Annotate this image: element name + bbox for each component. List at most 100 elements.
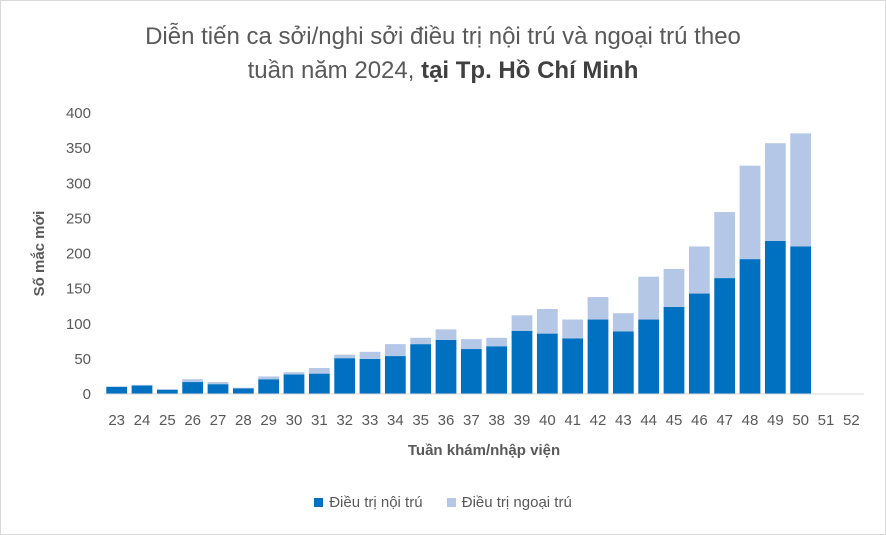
bar-inpatient: [207, 384, 229, 394]
y-tick-label: 150: [66, 281, 91, 298]
x-tick-label: 43: [615, 412, 632, 429]
legend-item-inpatient: Điều trị nội trú: [314, 494, 423, 511]
y-tick-label: 350: [66, 140, 91, 157]
x-tick-label: 49: [767, 412, 784, 429]
bar-outpatient: [536, 308, 558, 334]
x-tick-label: 42: [590, 412, 607, 429]
chart-title-line-2: tuần năm 2024, tại Tp. Hồ Chí Minh: [0, 54, 886, 88]
bar-inpatient: [536, 333, 558, 394]
legend-swatch-inpatient: [314, 497, 324, 507]
y-tick-label: 300: [66, 175, 91, 192]
x-tick-labels: 23 24 25 26 27 28 29 30 31 32 33 34 35 36 37 38 39 40 41 42…: [108, 412, 859, 429]
x-tick-label: 48: [742, 412, 759, 429]
bar-outpatient: [587, 297, 609, 320]
bar-outpatient: [156, 389, 178, 390]
y-tick-label: 0: [83, 386, 91, 403]
x-tick-label: 35: [412, 412, 429, 429]
bar-outpatient: [764, 143, 786, 241]
legend-swatch-outpatient: [446, 497, 456, 507]
bar-outpatient: [460, 339, 482, 350]
x-tick-label: 37: [463, 412, 480, 429]
bar-inpatient: [182, 382, 204, 394]
bar-outpatient: [207, 382, 229, 385]
bar-inpatient: [790, 246, 812, 394]
bar-inpatient: [156, 389, 178, 394]
bar-outpatient: [638, 276, 660, 320]
bar-outpatient: [486, 337, 508, 347]
bar-inpatient: [587, 319, 609, 394]
x-tick-label: 30: [286, 412, 303, 429]
bar-inpatient: [511, 330, 533, 394]
x-tick-label: 24: [134, 412, 151, 429]
bar-outpatient: [511, 315, 533, 331]
x-tick-label: 50: [792, 412, 809, 429]
bar-inpatient: [258, 379, 280, 394]
bar-outpatient: [359, 351, 381, 359]
bar-inpatient: [663, 306, 685, 394]
bar-outpatient: [258, 376, 280, 380]
bar-outpatient: [106, 386, 128, 387]
y-tick-label: 100: [66, 316, 91, 333]
bar-outpatient: [435, 329, 457, 340]
y-tick-labels: 0 50 100 150 200 250 300 350 400: [66, 105, 91, 403]
x-tick-label: 36: [438, 412, 455, 429]
x-tick-label: 38: [488, 412, 505, 429]
bar-outpatient: [283, 372, 305, 375]
bar-inpatient: [739, 259, 761, 394]
bar-inpatient: [106, 386, 128, 394]
legend-label-inpatient: Điều trị nội trú: [329, 494, 423, 511]
x-tick-label: 46: [691, 412, 708, 429]
bar-outpatient: [131, 384, 153, 386]
y-tick-label: 250: [66, 210, 91, 227]
chart-title-bold: tại Tp. Hồ Chí Minh: [421, 57, 639, 84]
y-tick-label: 50: [74, 351, 91, 368]
legend: Điều trị nội trú Điều trị ngoại trú: [0, 494, 886, 511]
bar-inpatient: [562, 338, 584, 394]
bars-group: [106, 133, 812, 394]
x-tick-label: 29: [260, 412, 277, 429]
bar-inpatient: [232, 388, 254, 394]
legend-item-outpatient: Điều trị ngoại trú: [446, 494, 572, 511]
y-axis-title: Số mắc mới: [30, 211, 48, 297]
bar-inpatient: [486, 346, 508, 394]
bar-outpatient: [232, 387, 254, 389]
bar-outpatient: [384, 344, 406, 357]
x-tick-label: 41: [564, 412, 581, 429]
x-tick-label: 52: [843, 412, 860, 429]
bar-outpatient: [334, 354, 356, 359]
bar-inpatient: [359, 358, 381, 394]
x-tick-label: 47: [716, 412, 733, 429]
bar-inpatient: [714, 278, 736, 394]
x-tick-label: 25: [159, 412, 176, 429]
bar-outpatient: [663, 268, 685, 307]
legend-label-outpatient: Điều trị ngoại trú: [461, 494, 572, 511]
bar-inpatient: [638, 319, 660, 394]
bar-inpatient: [308, 373, 330, 394]
x-tick-label: 34: [387, 412, 404, 429]
bar-outpatient: [612, 313, 634, 332]
chart-title-line-1: Diễn tiến ca sởi/nghi sởi điều trị nội t…: [145, 23, 741, 50]
x-tick-label: 26: [184, 412, 201, 429]
bar-inpatient: [131, 385, 153, 394]
bar-outpatient: [790, 133, 812, 247]
bar-inpatient: [384, 356, 406, 394]
bar-inpatient: [612, 331, 634, 394]
bar-inpatient: [410, 344, 432, 394]
bar-inpatient: [435, 339, 457, 394]
bar-inpatient: [688, 293, 710, 394]
chart-title-plain: tuần năm 2024,: [247, 57, 422, 84]
bar-outpatient: [410, 337, 432, 345]
bar-outpatient: [308, 368, 330, 374]
bar-inpatient: [334, 358, 356, 394]
y-tick-label: 400: [66, 105, 91, 122]
x-tick-label: 45: [666, 412, 683, 429]
x-tick-label: 31: [311, 412, 328, 429]
x-tick-label: 27: [210, 412, 227, 429]
bar-outpatient: [739, 165, 761, 260]
x-tick-label: 39: [514, 412, 531, 429]
bar-inpatient: [764, 240, 786, 394]
bar-outpatient: [714, 212, 736, 279]
x-tick-label: 33: [362, 412, 379, 429]
